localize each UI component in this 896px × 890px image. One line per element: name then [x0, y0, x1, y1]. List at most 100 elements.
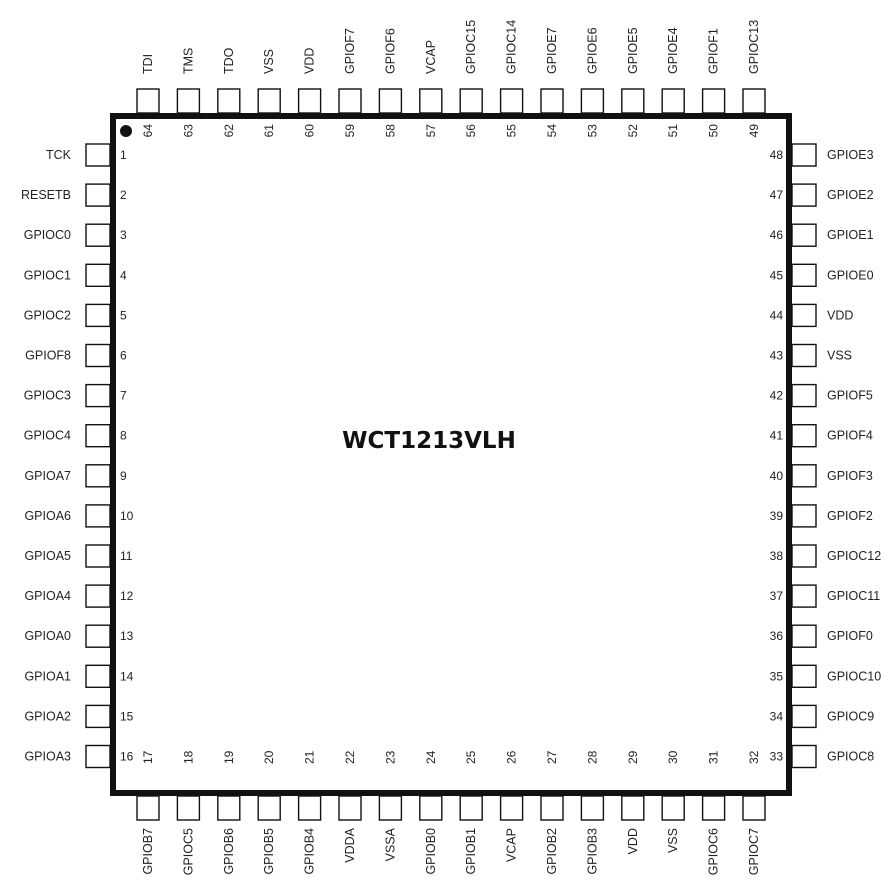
pin-name: VDD [303, 48, 317, 74]
pin-number: 28 [585, 750, 599, 764]
pin-pad [85, 584, 111, 608]
pin-name: GPIOC12 [827, 549, 881, 563]
pin-number: 13 [120, 629, 134, 643]
pin-pad [85, 143, 111, 167]
pin-pad [85, 464, 111, 488]
pin-name: TCK [46, 148, 72, 162]
pin-name: GPIOE4 [666, 27, 680, 74]
pin-name: VSS [262, 49, 276, 74]
pin-pad [580, 795, 605, 821]
pin-number: 11 [120, 549, 133, 563]
pin-name: GPIOB2 [545, 828, 559, 875]
pin-pad [791, 584, 817, 608]
pin-pad [378, 795, 403, 821]
pin-name: VDD [626, 828, 640, 854]
pin-pad [85, 223, 111, 247]
pin-number: 33 [770, 750, 784, 764]
pin-number: 24 [424, 750, 438, 764]
pin-number: 32 [747, 750, 761, 764]
pin-number: 30 [666, 750, 680, 764]
pin-name: GPIOC2 [24, 308, 71, 322]
pin-name: GPIOE6 [585, 27, 599, 74]
pin-number: 5 [120, 308, 127, 322]
pin-name: GPIOF5 [827, 389, 873, 403]
pin-pad [85, 303, 111, 328]
part-name: WCT1213VLH [342, 428, 516, 454]
pin-number: 14 [120, 669, 134, 683]
pin-pad [459, 795, 483, 821]
pin-name: GPIOC14 [505, 20, 519, 74]
pin-number: 45 [770, 268, 784, 282]
pin-name: GPIOC4 [24, 429, 71, 443]
pin-pad [791, 704, 817, 729]
pin-number: 17 [141, 750, 155, 764]
pin-pad [701, 88, 726, 114]
pin-pad [419, 795, 443, 821]
pin-name: GPIOA7 [24, 469, 71, 483]
pin-pad [297, 795, 322, 821]
pin-number: 43 [770, 349, 784, 363]
pin-number: 63 [181, 124, 195, 138]
pin-number: 15 [120, 709, 134, 723]
pin-name: TDO [222, 47, 236, 74]
pin-pad [661, 795, 685, 821]
pin-pad [791, 223, 817, 247]
pin-name: VSSA [383, 827, 397, 861]
pin-number: 39 [770, 509, 784, 523]
pin-name: GPIOF1 [707, 28, 721, 74]
pin-name: GPIOE5 [626, 27, 640, 74]
pin-name: GPIOA0 [24, 629, 71, 643]
pin-number: 36 [770, 629, 784, 643]
pin-pad [661, 88, 685, 114]
pin-number: 2 [120, 188, 127, 202]
pin-pad [742, 88, 766, 114]
pin-pad [85, 744, 111, 769]
pin-pad [85, 343, 111, 368]
pin-pad [85, 424, 111, 448]
pin-name: VSS [666, 828, 680, 853]
pin-name: GPIOF2 [827, 509, 873, 523]
pin-pad [136, 88, 160, 114]
pin-number: 25 [464, 750, 478, 764]
pin-number: 26 [505, 750, 519, 764]
pin-pad [136, 795, 160, 821]
pin-pad [217, 88, 241, 114]
pin-pad [85, 664, 111, 688]
pin-name: VDD [827, 308, 853, 322]
pin-number: 3 [120, 228, 127, 242]
pin-number: 47 [770, 188, 784, 202]
pin-number: 62 [222, 124, 236, 138]
pin-number: 21 [303, 750, 317, 764]
pin-name: GPIOB3 [585, 828, 599, 875]
pin-number: 44 [770, 308, 784, 322]
pin-number: 8 [120, 429, 127, 443]
pin-number: 37 [770, 589, 784, 603]
pin-number: 12 [120, 589, 134, 603]
chip-body [110, 113, 792, 796]
pin-pad [297, 88, 322, 114]
pin-name: GPIOB0 [424, 828, 438, 875]
pin-number: 35 [770, 669, 784, 683]
pin-pad [791, 664, 817, 688]
pin-number: 27 [545, 750, 559, 764]
pin-name: GPIOE7 [545, 27, 559, 74]
pin-pad [257, 795, 281, 821]
pin-number: 23 [383, 750, 397, 764]
pin-pad [499, 795, 524, 821]
pin-pad [85, 504, 111, 528]
pin-number: 60 [303, 124, 317, 138]
pin-name: VCAP [424, 40, 438, 74]
pin-pad [540, 795, 564, 821]
pin-name: GPIOB4 [303, 828, 317, 875]
pin-name: TDI [141, 54, 155, 74]
pin-name: GPIOB7 [141, 828, 155, 875]
pin-pad [85, 624, 111, 648]
pin-pad [742, 795, 766, 821]
pin-name: GPIOC5 [181, 828, 195, 875]
pin-pad [85, 383, 111, 408]
pin-pad [176, 795, 201, 821]
pin-name: GPIOE0 [827, 268, 874, 282]
pin-name: GPIOC8 [827, 750, 874, 764]
